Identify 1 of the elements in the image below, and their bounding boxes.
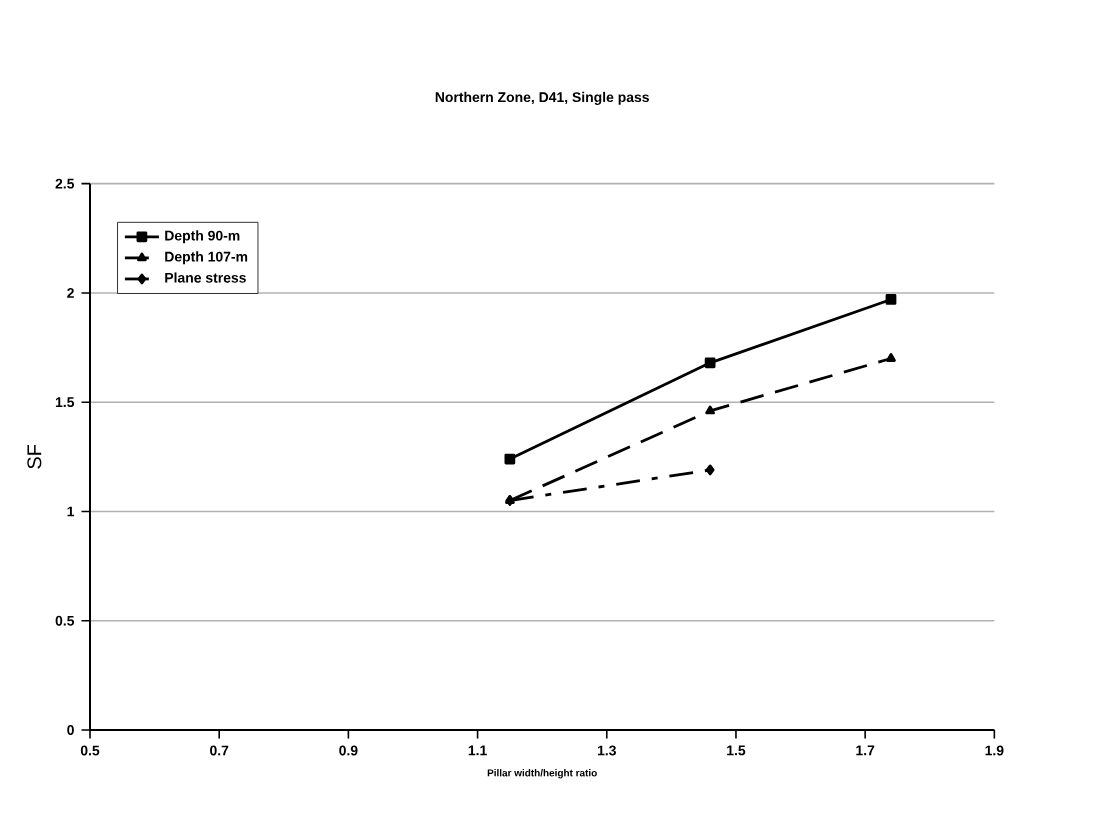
y-axis-title: SF xyxy=(27,444,42,469)
